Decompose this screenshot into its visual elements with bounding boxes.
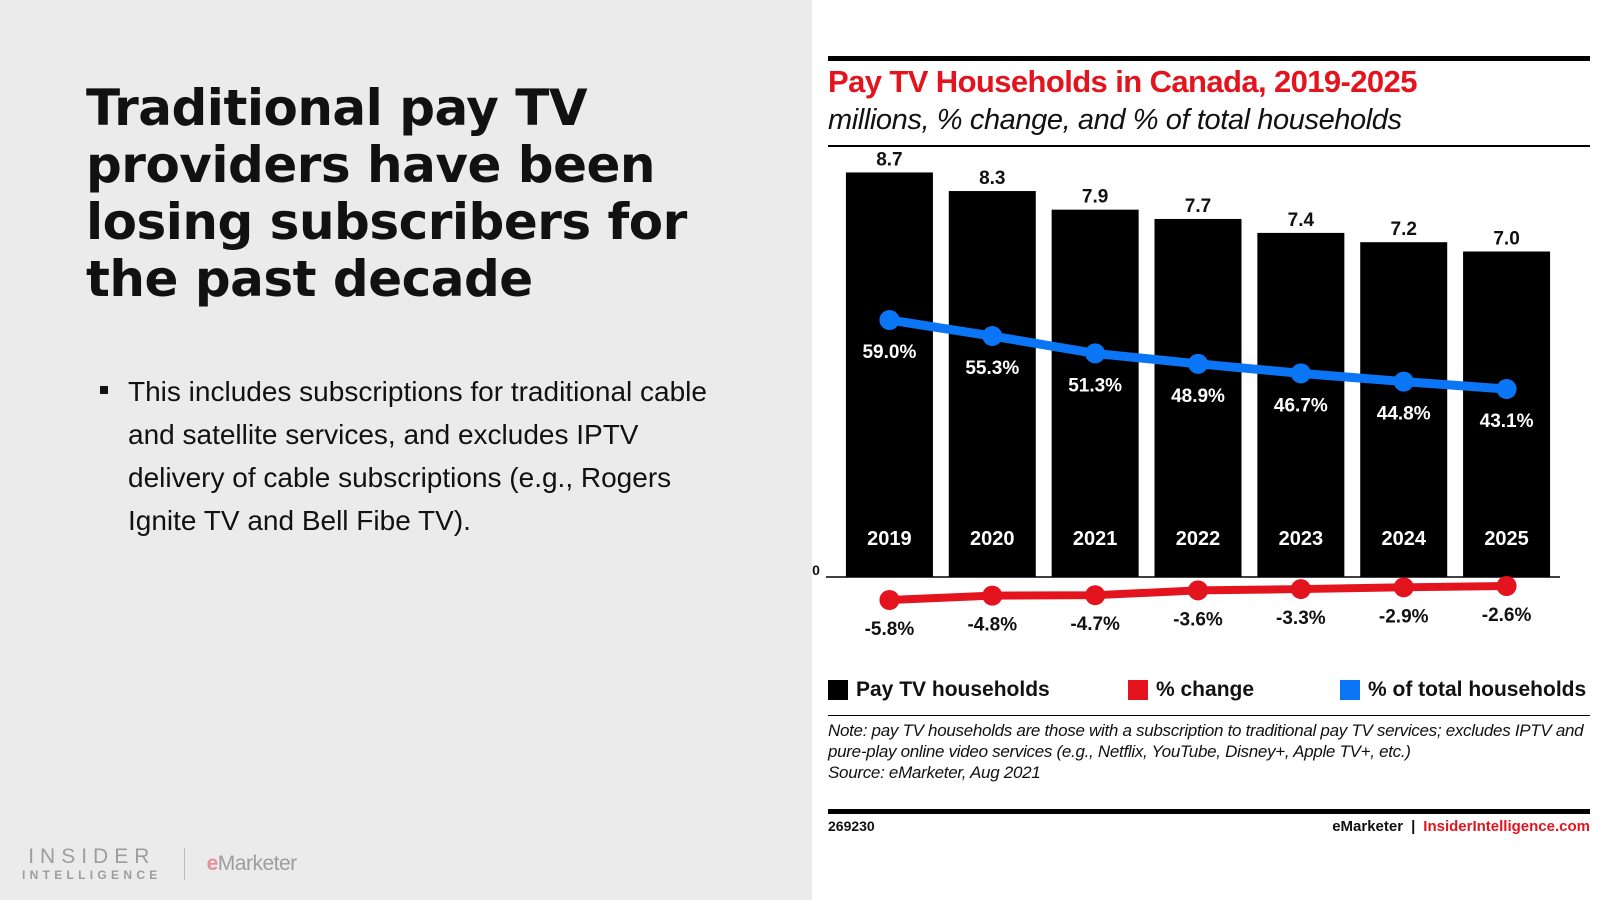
point-percent-total-2022 [1188,353,1208,374]
logo-insider-text: INSIDER [28,845,156,868]
legend-swatch-blue-icon [1340,680,1360,700]
legend-label: % change [1156,678,1255,701]
bar-value-label: 7.2 [1391,219,1417,240]
bar-pay-tv-2019 [845,172,933,577]
point-percent-change-2024 [1393,577,1414,598]
percent-total-label: 46.7% [1274,395,1328,416]
bar-pay-tv-2023 [1257,232,1345,577]
logo-emarketer-e: e [206,852,219,875]
point-percent-change-2020 [982,585,1003,606]
percent-total-label: 44.8% [1377,404,1431,425]
bullet-square-icon [100,386,108,394]
bar-pay-tv-2020 [948,191,1036,578]
bar-pay-tv-2021 [1051,209,1139,577]
legend-label: % of total households [1368,678,1587,701]
legend-item-percent-change: % change [1128,678,1254,702]
chart-title: Pay TV Households in Canada, 2019-2025 [828,64,1417,99]
chart-id: 269230 [828,818,875,834]
brand-emarketer: eMarketer [1332,818,1404,835]
percent-total-label: 55.3% [965,358,1019,379]
chart-top-rule [828,56,1590,61]
bar-value-label: 8.7 [876,149,902,170]
y-tick-label: 0 [812,562,820,578]
percent-change-label: -3.3% [1276,608,1326,629]
percent-change-label: -4.8% [967,615,1017,636]
percent-change-label: -4.7% [1070,614,1120,635]
x-tick-label: 2020 [970,528,1015,550]
point-percent-change-2025 [1496,576,1517,596]
slide-text-panel: Traditional pay TV providers have been l… [0,0,812,900]
bullet-item: This includes subscriptions for traditio… [100,370,720,542]
emarketer-logo: eMarketer [206,852,298,876]
chart-subtitle: millions, % change, and % of total house… [828,104,1402,136]
bullet-list: This includes subscriptions for traditio… [100,370,720,542]
percent-change-label: -2.6% [1482,605,1532,626]
point-percent-change-2023 [1290,579,1311,600]
bar-value-label: 7.7 [1185,196,1211,217]
percent-change-label: -3.6% [1173,609,1223,630]
legend-rule [828,715,1590,716]
x-tick-label: 2021 [1073,528,1118,550]
bar-pay-tv-2024 [1360,242,1448,577]
legend-label: Pay TV households [856,678,1050,701]
chart-bottom-rule [828,809,1590,814]
percent-change-label: -5.8% [865,619,915,640]
point-percent-total-2023 [1290,363,1311,384]
bullet-text: This includes subscriptions for traditio… [128,376,707,536]
logo-emarketer-text: Marketer [217,852,297,875]
note-text: Note: pay TV households are those with a… [828,721,1584,761]
bar-pay-tv-2025 [1463,251,1551,577]
x-tick-label: 2022 [1176,528,1221,550]
percent-total-label: 51.3% [1068,375,1122,396]
point-percent-total-2021 [1085,343,1106,364]
bar-value-label: 8.3 [979,168,1005,189]
legend-item-pay-tv-households: Pay TV households [828,678,1050,702]
slide-title: Traditional pay TV providers have been l… [86,79,687,308]
legend-item-percent-total: % of total households [1340,678,1586,702]
point-percent-total-2024 [1393,371,1414,392]
percent-total-label: 59.0% [862,342,916,363]
source-text: Source: eMarketer, Aug 2021 [828,763,1041,782]
chart-note: Note: pay TV households are those with a… [828,720,1590,783]
chart-legend: Pay TV households % change % of total ho… [828,678,1590,706]
point-percent-total-2020 [982,326,1003,347]
x-tick-label: 2025 [1484,528,1529,550]
point-percent-total-2019 [879,310,900,330]
legend-swatch-black-icon [828,680,848,700]
x-tick-label: 2024 [1381,528,1426,550]
point-percent-change-2022 [1188,580,1208,601]
x-tick-label: 2023 [1279,528,1324,550]
legend-swatch-red-icon [1128,680,1148,700]
x-tick-label: 2019 [867,528,912,550]
point-percent-total-2025 [1496,379,1517,399]
percent-total-label: 48.9% [1171,386,1225,407]
percent-change-label: -2.9% [1379,606,1429,627]
bar-pay-tv-2022 [1154,218,1242,577]
chart-subtitle-rule [828,145,1590,147]
chart-brand: eMarketer | InsiderIntelligence.com [1332,818,1590,835]
footer-logos: INSIDER INTELLIGENCE eMarketer [22,845,298,883]
point-percent-change-2021 [1085,585,1106,606]
percent-total-label: 43.1% [1480,411,1534,432]
logo-intelligence-text: INTELLIGENCE [22,868,162,882]
bar-value-label: 7.0 [1493,229,1519,250]
logo-divider [183,848,185,880]
brand-insider-intelligence: InsiderIntelligence.com [1423,818,1590,835]
brand-separator: | [1411,818,1416,835]
bar-value-label: 7.9 [1082,187,1108,208]
insider-intelligence-logo: INSIDER INTELLIGENCE [22,845,162,883]
point-percent-change-2019 [879,590,900,610]
bar-value-label: 7.4 [1288,210,1315,231]
